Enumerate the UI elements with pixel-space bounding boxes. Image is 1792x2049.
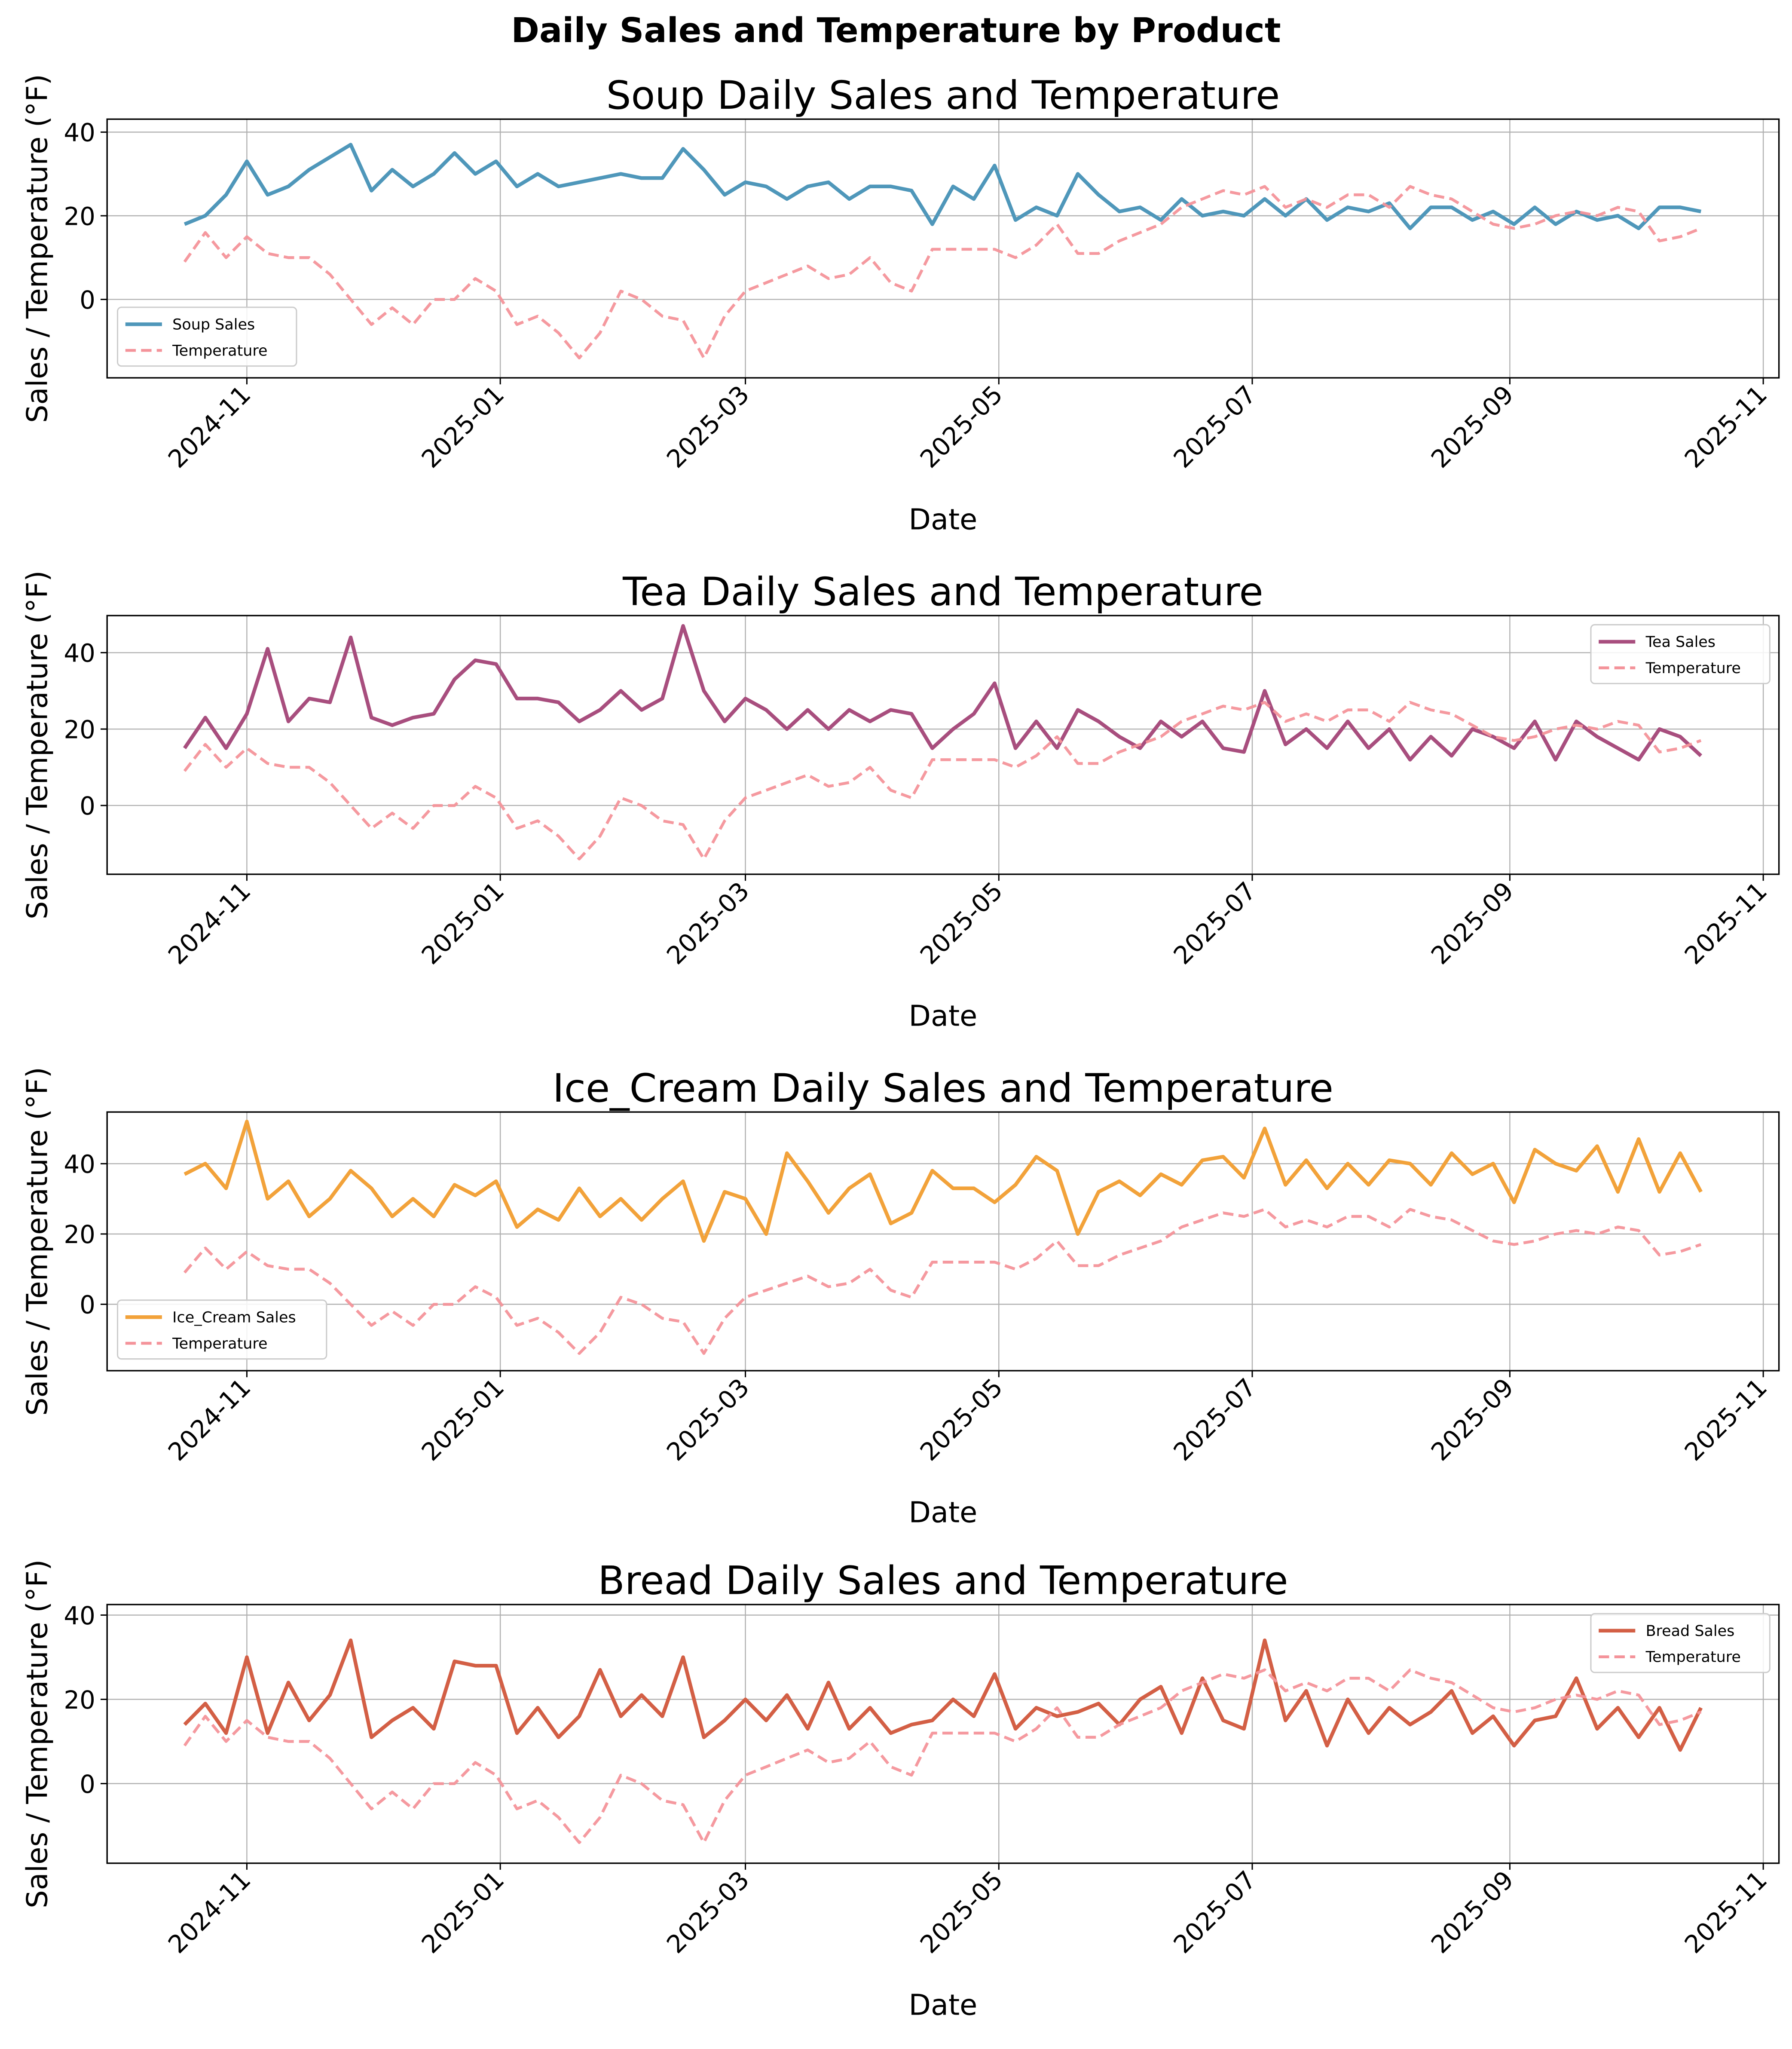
legend: Tea Sales Temperature xyxy=(1590,624,1771,684)
x-tick-label: 2025-01 xyxy=(416,1372,510,1467)
sales-line xyxy=(183,143,1701,230)
x-tick-label: 2024-11 xyxy=(162,876,257,970)
x-axis-label: Date xyxy=(909,503,978,536)
x-tick-label: 2025-11 xyxy=(1679,876,1773,970)
subplot-1: Soup Daily Sales and Temperature 2024-11 2… xyxy=(20,72,1780,536)
x-tick-label: 2025-05 xyxy=(914,1865,1009,1959)
temperature-line xyxy=(183,1668,1702,1844)
y-axis-label: Sales / Temperature (°F) xyxy=(20,570,54,919)
axes-frame xyxy=(106,1111,1780,1372)
axes-frame xyxy=(106,615,1780,875)
legend-label: Temperature xyxy=(172,1335,267,1352)
x-tick-label: 2025-07 xyxy=(1168,1372,1262,1467)
x-tick-label: 2024-11 xyxy=(162,380,257,474)
x-tick-label: 2025-03 xyxy=(661,380,755,474)
x-tick-label: 2025-09 xyxy=(1425,876,1520,970)
legend-label: Temperature xyxy=(1645,1649,1741,1666)
x-tick-label: 2025-03 xyxy=(661,876,755,970)
x-tick-label: 2025-03 xyxy=(661,1865,755,1959)
subplot-title: Tea Daily Sales and Temperature xyxy=(622,569,1263,615)
temperature-line xyxy=(183,185,1702,360)
y-tick-label: 40 xyxy=(64,118,95,147)
legend: Soup Sales Temperature xyxy=(117,306,297,367)
legend-label: Soup Sales xyxy=(172,316,255,334)
temperature-line xyxy=(183,1208,1702,1355)
y-tick-label: 20 xyxy=(64,1685,95,1715)
legend-label: Temperature xyxy=(1645,660,1741,677)
y-tick-label: 0 xyxy=(80,791,95,821)
y-tick-label: 0 xyxy=(80,1290,95,1320)
x-tick-label: 2024-11 xyxy=(162,1865,257,1959)
x-tick-label: 2025-01 xyxy=(416,1865,510,1959)
legend-label: Tea Sales xyxy=(1645,634,1716,651)
figure-title: Daily Sales and Temperature by Product xyxy=(511,11,1281,50)
x-tick-label: 2025-07 xyxy=(1168,380,1262,474)
subplot-title: Soup Daily Sales and Temperature xyxy=(606,72,1280,118)
legend-box xyxy=(1590,624,1771,684)
x-tick-label: 2025-09 xyxy=(1425,1372,1520,1467)
y-tick-label: 20 xyxy=(64,202,95,231)
legend-label: Temperature xyxy=(172,342,267,359)
x-tick-label: 2025-05 xyxy=(914,380,1009,474)
subplot-2: Tea Daily Sales and Temperature 2024-11 20… xyxy=(20,569,1780,1033)
legend-box xyxy=(1590,1613,1771,1673)
y-tick-label: 0 xyxy=(80,1770,95,1799)
x-tick-label: 2025-09 xyxy=(1425,1865,1520,1959)
x-tick-label: 2025-11 xyxy=(1679,1865,1773,1959)
x-tick-label: 2025-11 xyxy=(1679,380,1773,474)
subplot-4: Bread Daily Sales and Temperature 2024-11… xyxy=(20,1558,1780,2021)
subplot-title: Bread Daily Sales and Temperature xyxy=(598,1558,1288,1604)
sales-line xyxy=(183,1638,1703,1752)
y-axis-label: Sales / Temperature (°F) xyxy=(20,74,54,423)
subplot-title: Ice_Cream Daily Sales and Temperature xyxy=(553,1065,1333,1111)
legend: Bread Sales Temperature xyxy=(1590,1613,1771,1673)
y-tick-label: 0 xyxy=(80,285,95,315)
x-tick-label: 2025-07 xyxy=(1168,876,1262,970)
y-tick-label: 40 xyxy=(64,639,95,668)
y-tick-label: 40 xyxy=(64,1150,95,1179)
x-tick-label: 2025-01 xyxy=(416,380,510,474)
x-axis-label: Date xyxy=(909,999,978,1033)
sales-line xyxy=(183,1120,1703,1243)
x-tick-label: 2025-05 xyxy=(914,876,1009,970)
subplot-3: Ice_Cream Daily Sales and Temperature202… xyxy=(20,1065,1780,1529)
temperature-line xyxy=(183,701,1702,861)
y-axis-label: Sales / Temperature (°F) xyxy=(20,1559,54,1908)
x-tick-label: 2025-01 xyxy=(416,876,510,970)
legend: Ice_Cream Sales Temperature xyxy=(117,1299,327,1360)
legend-label: Bread Sales xyxy=(1646,1623,1735,1640)
x-axis-label: Date xyxy=(909,1495,978,1529)
legend-label: Ice_Cream Sales xyxy=(172,1309,296,1326)
axes-frame xyxy=(106,1604,1780,1864)
x-tick-label: 2025-03 xyxy=(661,1372,755,1467)
sales-line xyxy=(183,624,1703,762)
y-tick-label: 20 xyxy=(64,1220,95,1249)
legend-box xyxy=(117,1299,327,1360)
axes-frame xyxy=(106,118,1780,379)
x-tick-label: 2024-11 xyxy=(162,1372,257,1467)
y-tick-label: 20 xyxy=(64,715,95,744)
y-tick-label: 40 xyxy=(64,1601,95,1630)
y-axis-label: Sales / Temperature (°F) xyxy=(20,1067,54,1416)
legend-box xyxy=(117,306,297,367)
x-tick-label: 2025-09 xyxy=(1425,380,1520,474)
x-axis-label: Date xyxy=(909,1988,978,2021)
x-tick-label: 2025-11 xyxy=(1679,1372,1773,1467)
x-tick-label: 2025-05 xyxy=(914,1372,1009,1467)
x-tick-label: 2025-07 xyxy=(1168,1865,1262,1959)
